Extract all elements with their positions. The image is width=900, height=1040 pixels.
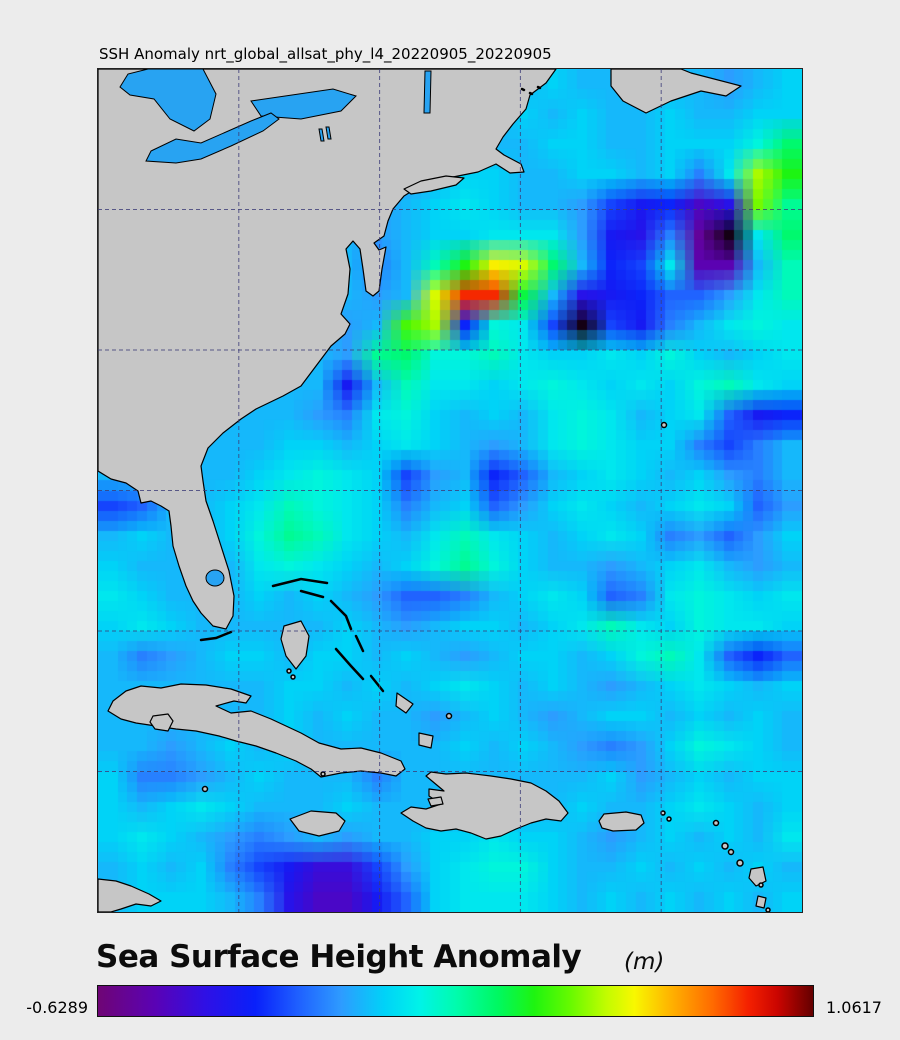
gonave-island (427, 796, 444, 807)
bermuda-island (660, 421, 668, 429)
andros-cay-2 (290, 674, 296, 680)
island-chains (199, 85, 542, 693)
jamaica (289, 810, 346, 837)
antilles-3 (727, 848, 735, 856)
maine-islets (520, 85, 542, 96)
lake-huron (119, 69, 217, 132)
eleuthera-cat (329, 599, 365, 653)
exuma-chain (334, 647, 365, 681)
antilles-6 (765, 907, 771, 912)
figure-heading: Sea Surface Height Anomaly (96, 939, 582, 975)
unit-label: (m) (624, 949, 665, 975)
turks-islands (445, 712, 453, 720)
antilles-1 (712, 819, 720, 827)
long-island (403, 175, 465, 195)
crooked-acklins (395, 692, 414, 714)
cuba (107, 683, 406, 778)
andros-cay-1 (286, 668, 292, 674)
lake-champlain (423, 70, 432, 114)
nova-scotia (610, 69, 742, 114)
small-islands (201, 421, 771, 912)
lake-ontario (250, 88, 357, 120)
grand-cayman (201, 785, 209, 793)
colorbar-max-label: 1.0617 (826, 998, 882, 1017)
isla-juventud (149, 713, 174, 732)
andros-island (280, 620, 310, 670)
antilles-4 (736, 859, 744, 867)
guadeloupe (748, 866, 767, 887)
lakes-layer (119, 69, 432, 587)
hispaniola (400, 771, 569, 840)
finger-lakes (318, 126, 332, 142)
long-island-bahamas (369, 674, 385, 693)
great-inagua (418, 732, 434, 749)
colorbar-min-label: -0.6289 (26, 998, 88, 1017)
colorbar (97, 985, 814, 1017)
florida-keys (199, 630, 233, 642)
antilles-2 (721, 842, 729, 850)
virgin-islands-2 (666, 816, 672, 822)
antilles-5 (758, 882, 764, 888)
yucatan-corner (98, 878, 162, 912)
lake-okeechobee (205, 569, 225, 587)
plot-title: SSH Anomaly nrt_global_allsat_phy_l4_202… (99, 45, 552, 63)
grand-bahama-abaco (271, 577, 329, 599)
martinique (755, 895, 767, 909)
lake-erie (145, 112, 280, 164)
map-plot (97, 68, 803, 913)
cayman-brac (320, 771, 326, 777)
map-overlay (98, 69, 802, 912)
graticule-layer (98, 69, 802, 912)
puerto-rico (598, 811, 645, 832)
